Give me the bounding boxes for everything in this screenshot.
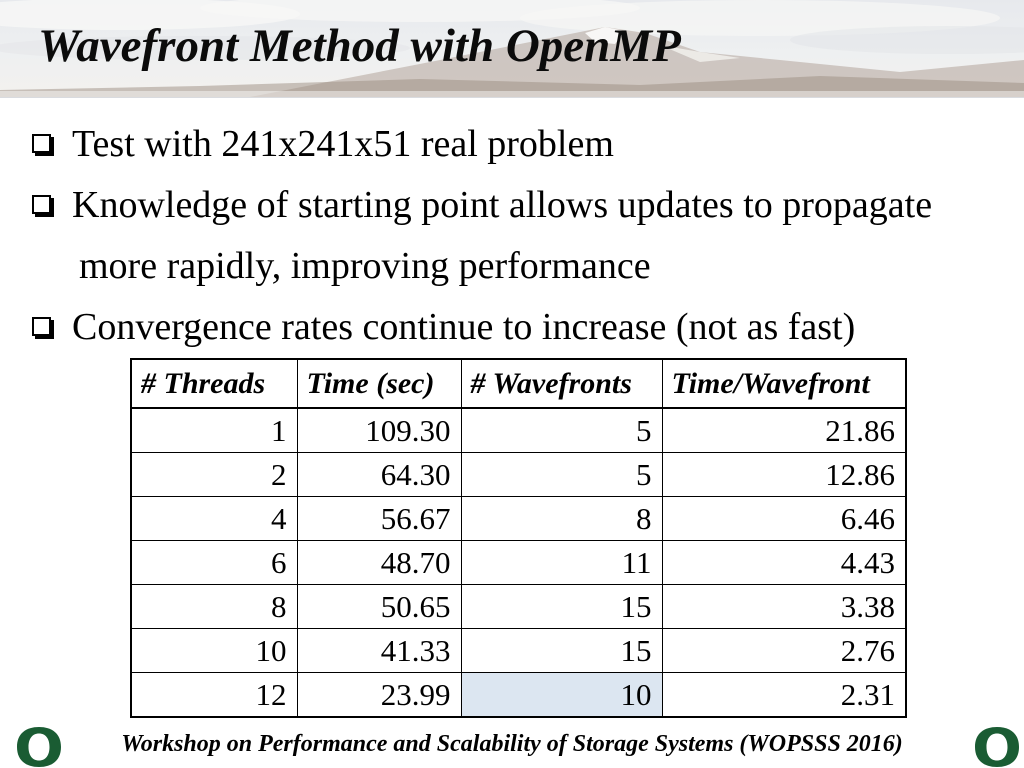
slide-title: Wavefront Method with OpenMP [38, 20, 681, 72]
table-cell: 8 [460, 496, 663, 541]
slide-header: Wavefront Method with OpenMP [0, 0, 1024, 98]
table-cell: 2.76 [661, 628, 907, 673]
bullet-item: Test with 241x241x51 real problem [32, 114, 1010, 175]
table-row: 12 23.99 10 2.31 [130, 672, 907, 718]
col-header-time-wavefront: Time/Wavefront [661, 358, 907, 409]
table-cell: 4 [130, 496, 298, 541]
col-header-wavefronts: # Wavefronts [460, 358, 663, 409]
university-of-oregon-logo-right [975, 727, 1019, 767]
table-cell: 48.70 [296, 540, 462, 585]
col-header-threads: # Threads [130, 358, 298, 409]
square-bullet-icon [32, 134, 51, 153]
table-cell: 4.43 [661, 540, 907, 585]
square-bullet-icon [32, 195, 51, 214]
table-row: 2 64.30 5 12.86 [130, 452, 907, 497]
table-cell: 5 [460, 407, 663, 453]
bullet-item: Convergence rates continue to increase (… [32, 297, 1010, 358]
table-header-row: # Threads Time (sec) # Wavefronts Time/W… [130, 358, 907, 409]
table-row: 6 48.70 11 4.43 [130, 540, 907, 585]
table-cell: 2.31 [661, 672, 907, 718]
uo-o-glyph [975, 727, 1019, 767]
table-row: 10 41.33 15 2.76 [130, 628, 907, 673]
results-table: # Threads Time (sec) # Wavefronts Time/W… [130, 358, 907, 718]
table-row: 4 56.67 8 6.46 [130, 496, 907, 541]
square-bullet-icon [32, 317, 51, 336]
table-cell highlighted-cell: 10 [460, 672, 663, 718]
table-cell: 15 [460, 628, 663, 673]
university-of-oregon-logo-left [17, 727, 61, 767]
table-cell: 1 [130, 407, 298, 453]
table-cell: 11 [460, 540, 663, 585]
table-cell: 21.86 [661, 407, 907, 453]
table-cell: 50.65 [296, 584, 462, 629]
bullet-text: Convergence rates continue to increase (… [72, 306, 856, 348]
mountain-landscape-image [0, 0, 1024, 97]
table-row: 8 50.65 15 3.38 [130, 584, 907, 629]
table-cell: 5 [460, 452, 663, 497]
uo-o-glyph [17, 727, 61, 767]
table-cell: 2 [130, 452, 298, 497]
bullet-text: Knowledge of starting point allows updat… [72, 184, 933, 287]
bullet-item: Knowledge of starting point allows updat… [32, 175, 1010, 297]
table-cell: 12 [130, 672, 298, 718]
table-cell: 6 [130, 540, 298, 585]
table-cell: 10 [130, 628, 298, 673]
table-cell: 56.67 [296, 496, 462, 541]
bullet-text: Test with 241x241x51 real problem [72, 123, 614, 165]
table-cell: 12.86 [661, 452, 907, 497]
table-cell: 41.33 [296, 628, 462, 673]
table-cell: 8 [130, 584, 298, 629]
table-cell: 6.46 [661, 496, 907, 541]
bullet-list: Test with 241x241x51 real problem Knowle… [32, 114, 1010, 358]
footer-text: Workshop on Performance and Scalability … [121, 731, 903, 757]
table-row: 1 109.30 5 21.86 [130, 407, 907, 453]
table-cell: 15 [460, 584, 663, 629]
col-header-time: Time (sec) [296, 358, 462, 409]
table-cell: 109.30 [296, 407, 462, 453]
table-cell: 3.38 [661, 584, 907, 629]
table-cell: 64.30 [296, 452, 462, 497]
table-cell: 23.99 [296, 672, 462, 718]
